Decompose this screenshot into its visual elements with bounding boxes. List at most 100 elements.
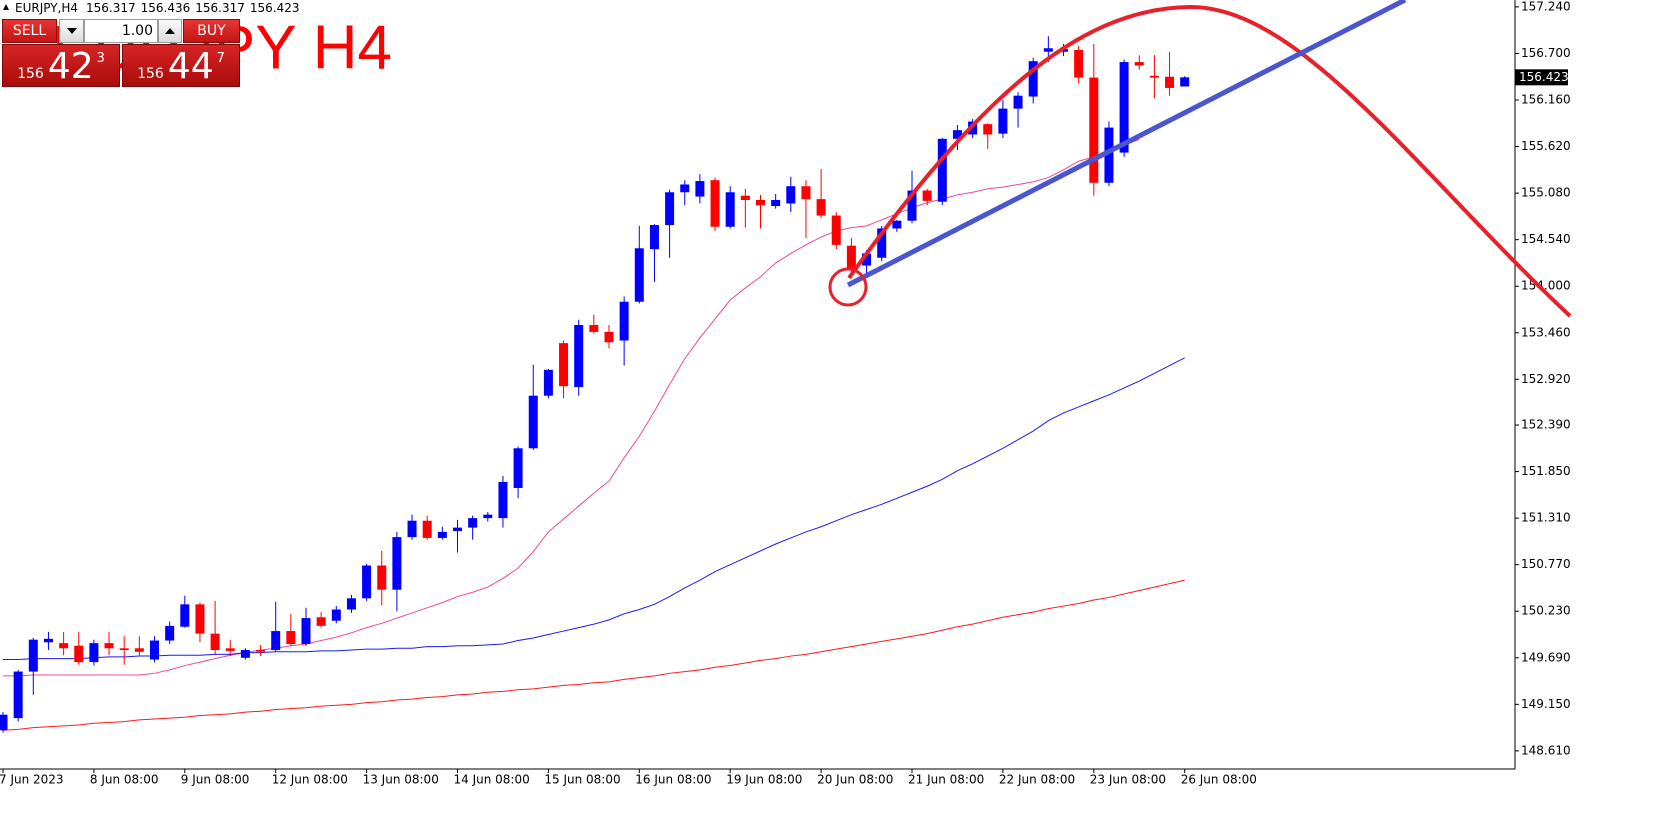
x-tick-label: 13 Jun 08:00 bbox=[363, 773, 439, 787]
candle-body bbox=[89, 643, 99, 663]
candle-body bbox=[271, 631, 281, 651]
candle-body bbox=[331, 609, 341, 621]
trend-line bbox=[846, 0, 1407, 288]
chart-header: EURJPY,H4 156.317 156.436 156.317 156.423 bbox=[15, 1, 300, 15]
candle-body bbox=[422, 520, 432, 538]
candle-body bbox=[225, 648, 235, 651]
buy-button[interactable]: BUY bbox=[183, 19, 240, 43]
y-tick-label: 152.390 bbox=[1521, 418, 1571, 432]
x-tick-label: 22 Jun 08:00 bbox=[999, 773, 1075, 787]
candle-body bbox=[1180, 77, 1190, 87]
y-tick-label: 148.610 bbox=[1521, 743, 1571, 757]
candle-body bbox=[453, 527, 462, 532]
lot-down-button[interactable] bbox=[59, 19, 84, 43]
ask-big-figure: 156 bbox=[137, 66, 164, 82]
lot-input[interactable]: 1.00 bbox=[84, 19, 158, 43]
candle-body bbox=[1165, 76, 1175, 88]
candle-body bbox=[983, 124, 993, 135]
candle-body bbox=[801, 186, 811, 200]
candle-body bbox=[1074, 50, 1084, 78]
collapse-arrow[interactable] bbox=[3, 4, 9, 10]
x-tick-label: 15 Jun 08:00 bbox=[544, 773, 620, 787]
candle-body bbox=[104, 643, 114, 649]
candle-body bbox=[180, 604, 190, 627]
candle-body bbox=[816, 199, 826, 216]
candle-body bbox=[740, 195, 750, 201]
lot-up-button[interactable] bbox=[158, 19, 182, 43]
y-tick-label: 155.620 bbox=[1521, 139, 1571, 153]
candle-body bbox=[649, 225, 659, 250]
candle-body bbox=[574, 325, 584, 388]
candle-body bbox=[862, 253, 872, 266]
up-icon bbox=[165, 28, 175, 34]
x-tick-label: 20 Jun 08:00 bbox=[817, 773, 893, 787]
candle-body bbox=[240, 650, 250, 658]
y-tick-label: 157.240 bbox=[1521, 0, 1571, 13]
drawn-curve bbox=[847, 4, 1572, 318]
highlight-circle bbox=[828, 267, 868, 307]
candle-body bbox=[543, 369, 553, 396]
candle-body bbox=[316, 617, 326, 626]
header-close: 156.423 bbox=[250, 1, 300, 15]
x-tick-label: 23 Jun 08:00 bbox=[1090, 773, 1166, 787]
x-tick-label: 9 Jun 08:00 bbox=[181, 773, 250, 787]
candle-body bbox=[119, 648, 129, 651]
bid-big-figure: 156 bbox=[17, 66, 44, 82]
x-tick-label: 12 Jun 08:00 bbox=[272, 773, 348, 787]
candle-body bbox=[877, 228, 887, 258]
candle-body bbox=[13, 671, 23, 719]
header-high: 156.436 bbox=[141, 1, 191, 15]
candle-body bbox=[846, 245, 856, 270]
x-tick-label: 16 Jun 08:00 bbox=[635, 773, 711, 787]
candle-body bbox=[695, 181, 705, 197]
header-open: 156.317 bbox=[86, 1, 136, 15]
candle-body bbox=[1104, 127, 1114, 183]
candle-body bbox=[165, 625, 175, 641]
candle-body bbox=[831, 215, 841, 245]
candle-body bbox=[437, 531, 447, 538]
candle-body bbox=[952, 130, 962, 139]
symbol-period: EURJPY,H4 bbox=[15, 1, 78, 15]
x-tick-label: 8 Jun 08:00 bbox=[90, 773, 159, 787]
candle-body bbox=[43, 638, 53, 643]
candle-body bbox=[1013, 95, 1023, 109]
candle-body bbox=[1149, 75, 1159, 78]
bid-price[interactable]: 156 42 3 bbox=[2, 44, 120, 87]
candle-body bbox=[710, 180, 720, 227]
ask-fraction: 7 bbox=[216, 51, 225, 66]
y-tick-label: 153.460 bbox=[1521, 325, 1571, 339]
candle-body bbox=[665, 192, 675, 226]
candle-body bbox=[756, 200, 765, 206]
candle-body bbox=[513, 448, 523, 488]
candle-body bbox=[559, 343, 569, 387]
y-tick-label: 149.150 bbox=[1521, 697, 1571, 711]
candle-body bbox=[604, 331, 614, 343]
plot-area: 157.240 156.700 156.160 155.620 155.080 154.5… bbox=[0, 0, 1571, 787]
header-low: 156.317 bbox=[195, 1, 245, 15]
moving-average-line bbox=[3, 357, 1185, 661]
candle-body bbox=[937, 138, 947, 202]
y-tick-label: 150.770 bbox=[1521, 557, 1571, 571]
candle-body bbox=[362, 565, 372, 599]
sell-button[interactable]: SELL bbox=[2, 19, 57, 43]
x-tick-label: 21 Jun 08:00 bbox=[908, 773, 984, 787]
candle-body bbox=[907, 190, 917, 221]
candle-body bbox=[1119, 62, 1129, 153]
ask-price[interactable]: 156 44 7 bbox=[122, 44, 240, 87]
ask-pips: 44 bbox=[167, 46, 214, 87]
candle-body bbox=[771, 200, 781, 207]
candle-body bbox=[0, 714, 8, 731]
candle-body bbox=[1028, 61, 1038, 97]
price-label-box bbox=[1515, 69, 1568, 86]
candle-body bbox=[1043, 48, 1053, 52]
y-tick-label: 156.160 bbox=[1521, 93, 1571, 107]
moving-average-line bbox=[3, 139, 1140, 677]
y-tick-label: 149.690 bbox=[1521, 650, 1571, 664]
y-tick-label: 151.310 bbox=[1521, 511, 1571, 525]
x-tick-label: 14 Jun 08:00 bbox=[454, 773, 530, 787]
y-tick-label: 155.080 bbox=[1521, 186, 1571, 200]
y-tick-label: 156.700 bbox=[1521, 46, 1571, 60]
y-tick-label: 152.920 bbox=[1521, 372, 1571, 386]
